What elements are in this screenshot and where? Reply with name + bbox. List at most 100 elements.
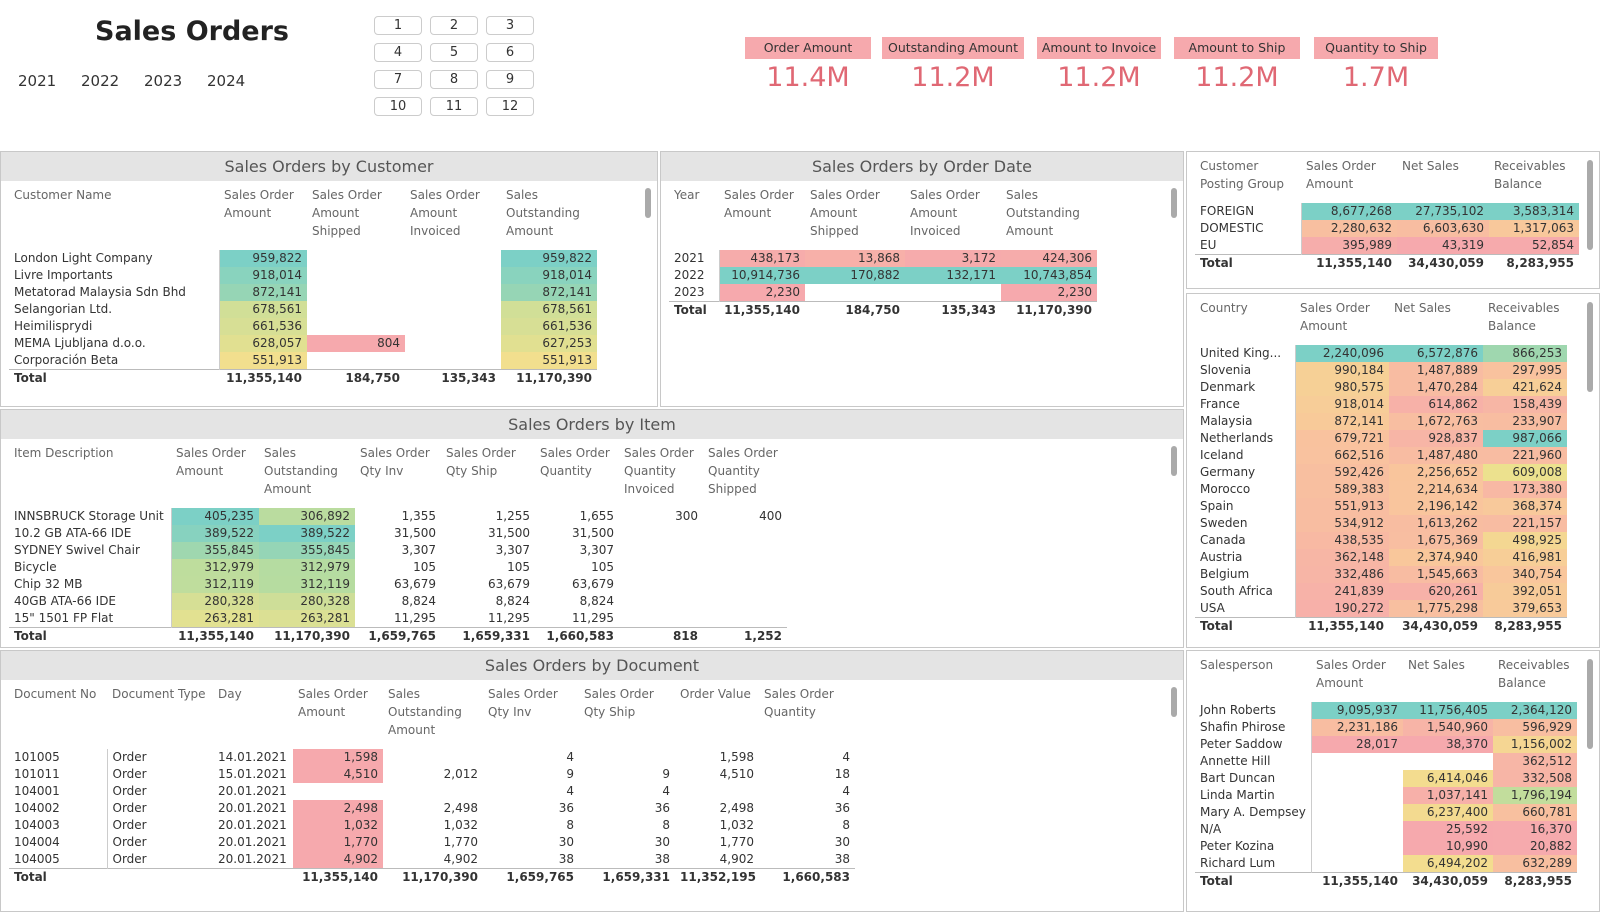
column-header[interactable]: Net Sales (1394, 301, 1451, 315)
scrollbar[interactable] (645, 188, 651, 218)
column-header[interactable]: Receivables Balance (1498, 658, 1570, 690)
month-filter[interactable]: 10 (374, 97, 422, 116)
scrollbar[interactable] (1587, 160, 1593, 250)
table-panel: Customer Posting Group Sales Order Amount… (1186, 151, 1600, 289)
column-header[interactable]: Receivables Balance (1494, 159, 1566, 191)
column-header[interactable]: Sales Order Qty Ship (584, 687, 654, 719)
column-header[interactable]: Order Value (680, 687, 751, 701)
table-cell (405, 335, 501, 352)
table-cell: 866,253 (1483, 345, 1567, 362)
column-header[interactable]: Sales Order Quantity Invoiced (624, 446, 694, 496)
column-header[interactable]: Sales Order Qty Inv (360, 446, 430, 478)
column-header[interactable]: Sales Order Amount Shipped (312, 188, 382, 238)
month-filter[interactable]: 8 (430, 70, 478, 89)
table-cell: 379,653 (1483, 600, 1567, 618)
column-header[interactable]: Sales Order Amount Shipped (810, 188, 880, 238)
table-cell: 661,536 (219, 318, 307, 335)
scrollbar[interactable] (1587, 659, 1593, 749)
scrollbar[interactable] (1587, 302, 1593, 392)
table-cell (1311, 821, 1403, 838)
table-cell: 340,754 (1483, 566, 1567, 583)
year-filter[interactable]: 2021 (18, 72, 57, 90)
table-cell: 101011 (9, 766, 108, 783)
column-header[interactable]: Sales Outstanding Amount (506, 188, 580, 238)
column-header[interactable]: Sales Order Amount (1316, 658, 1386, 690)
column-header[interactable]: Customer Name (14, 188, 112, 202)
column-header[interactable]: Sales Outstanding Amount (264, 446, 338, 496)
table-cell: 1,487,480 (1389, 447, 1483, 464)
table-cell: 8 (842, 818, 850, 832)
month-filter[interactable]: 4 (374, 43, 422, 62)
column-header[interactable]: Day (218, 687, 242, 701)
table-cell: 312,119 (171, 576, 259, 593)
column-header[interactable]: Sales Order Amount Invoiced (910, 188, 980, 238)
month-filter[interactable]: 7 (374, 70, 422, 89)
year-filter[interactable]: 2024 (207, 72, 246, 90)
table-cell: 20.01.2021 (218, 784, 287, 798)
column-header[interactable]: Year (674, 188, 700, 202)
column-header[interactable]: Sales Order Qty Ship (446, 446, 516, 478)
table-cell (805, 284, 905, 302)
year-filter[interactable]: 2023 (144, 72, 183, 90)
table-cell: 987,066 (1483, 430, 1567, 447)
scrollbar[interactable] (1171, 446, 1177, 476)
column-header[interactable]: Item Description (14, 446, 114, 460)
month-filter[interactable]: 6 (486, 43, 534, 62)
column-header[interactable]: Customer Posting Group (1200, 159, 1285, 191)
month-filter[interactable]: 3 (486, 16, 534, 35)
column-header[interactable]: Net Sales (1408, 658, 1465, 672)
total-cell: 11,170,390 (501, 369, 597, 387)
table-cell: 2,240,096 (1295, 345, 1389, 362)
table-row: Netherlands 679,721 928,837 987,066 (1195, 430, 1567, 447)
month-filter[interactable]: 5 (430, 43, 478, 62)
column-header[interactable]: Sales Order Quantity Shipped (708, 446, 778, 496)
column-header[interactable]: Document Type (112, 687, 206, 701)
column-header[interactable]: Sales Order Amount (1300, 301, 1370, 333)
month-filter[interactable]: 1 (374, 16, 422, 35)
table-cell: 332,486 (1295, 566, 1389, 583)
table-row: South Africa 241,839 620,261 392,051 (1195, 583, 1567, 600)
year-filter[interactable]: 2022 (81, 72, 120, 90)
column-header[interactable]: Sales Order Amount (724, 188, 794, 220)
column-header[interactable]: Receivables Balance (1488, 301, 1560, 333)
table-cell: 959,822 (219, 250, 307, 267)
table-row: Linda Martin 1,037,141 1,796,194 (1195, 787, 1577, 804)
table-row: 2023 2,230 2,230 (669, 284, 1097, 302)
table-cell: 4 (842, 784, 850, 798)
scrollbar[interactable] (1171, 687, 1177, 717)
table-cell: 30 (834, 835, 850, 849)
column-header[interactable]: Sales Order Amount Invoiced (410, 188, 480, 238)
table-cell: Sweden (1195, 515, 1296, 532)
month-filter[interactable]: 9 (486, 70, 534, 89)
column-header[interactable]: Sales Order Qty Inv (488, 687, 558, 719)
column-header[interactable]: Sales Order Quantity (540, 446, 610, 478)
table-cell: 36 (654, 801, 670, 815)
column-header[interactable]: Sales Order Amount (1306, 159, 1376, 191)
table-cell: 2,374,940 (1389, 549, 1483, 566)
column-header[interactable]: Sales Outstanding Amount (388, 687, 462, 737)
column-header[interactable]: Salesperson (1200, 658, 1274, 672)
month-filter[interactable]: 12 (486, 97, 534, 116)
scrollbar[interactable] (1171, 188, 1177, 218)
table-row: Bart Duncan 6,414,046 332,508 (1195, 770, 1577, 787)
total-cell: 34,430,059 (1389, 617, 1483, 635)
table-cell: 395,989 (1301, 237, 1397, 255)
table-row: Iceland 662,516 1,487,480 221,960 (1195, 447, 1567, 464)
column-header[interactable]: Sales Order Quantity (764, 687, 834, 719)
table-cell: Metatorad Malaysia Sdn Bhd (9, 284, 220, 301)
column-header[interactable]: Sales Order Amount (298, 687, 368, 719)
month-filter[interactable]: 11 (430, 97, 478, 116)
table-cell: Bart Duncan (1195, 770, 1312, 787)
column-header[interactable]: Sales Order Amount (224, 188, 294, 220)
column-header[interactable]: Net Sales (1402, 159, 1459, 173)
column-header[interactable]: Sales Order Amount (176, 446, 246, 478)
kpi-label: Amount to Ship (1174, 37, 1300, 59)
column-header[interactable]: Sales Outstanding Amount (1006, 188, 1080, 238)
month-filter[interactable]: 2 (430, 16, 478, 35)
table-cell: 8,677,268 (1301, 203, 1397, 220)
column-header[interactable]: Document No (14, 687, 97, 701)
column-header[interactable]: Country (1200, 301, 1248, 315)
table-cell: FOREIGN (1195, 203, 1302, 220)
table-cell: 627,253 (501, 335, 597, 352)
